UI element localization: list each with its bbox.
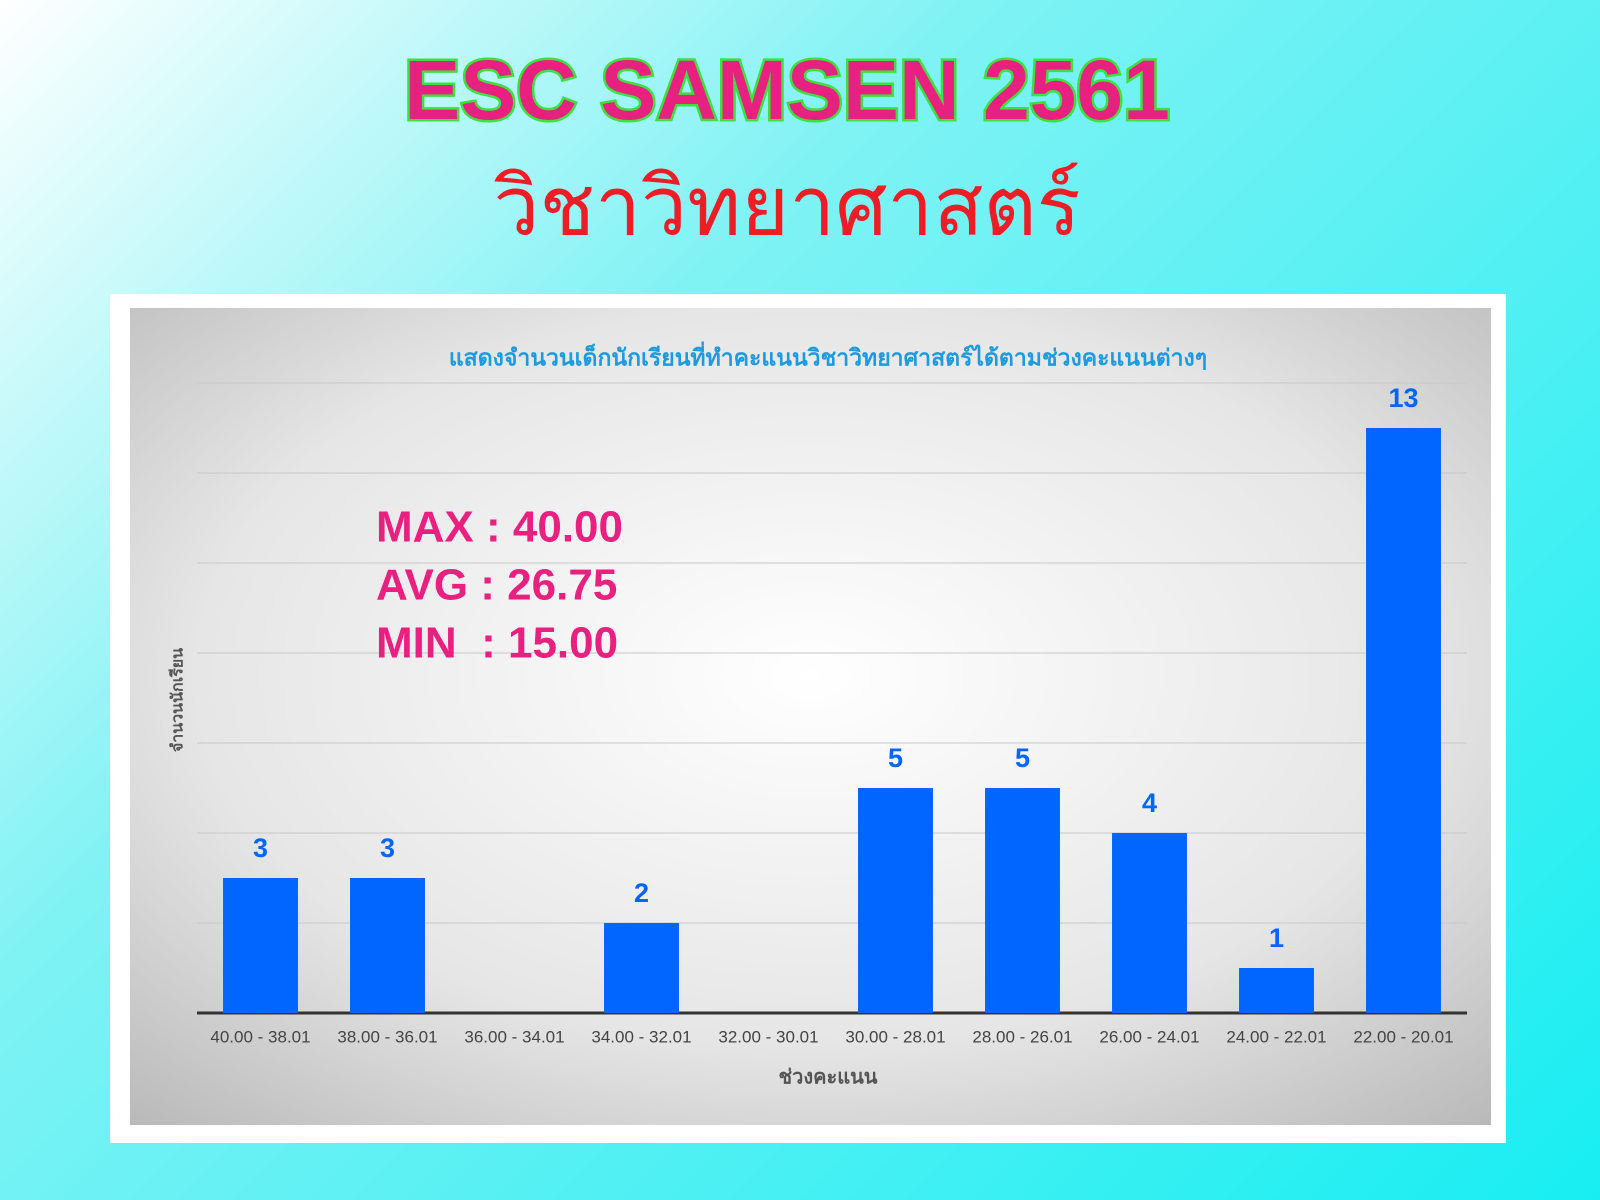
bar — [985, 788, 1060, 1013]
bar — [858, 788, 933, 1013]
bar — [1112, 833, 1187, 1013]
x-tick-label: 24.00 - 22.01 — [1226, 1027, 1326, 1046]
data-label: 5 — [1015, 743, 1030, 773]
data-label: 3 — [380, 833, 395, 863]
bar — [350, 878, 425, 1013]
annotation: AVG : 26.75 — [376, 561, 617, 610]
y-axis-label: จำนวนนักเรียน — [168, 648, 187, 752]
chart-title: แสดงจำนวนเด็กนักเรียนที่ทำคะแนนวิชาวิทยา… — [449, 341, 1207, 372]
x-tick-label: 38.00 - 36.01 — [337, 1027, 437, 1046]
data-label: 2 — [634, 878, 649, 908]
bar — [223, 878, 298, 1013]
data-label: 13 — [1388, 383, 1418, 413]
slide-title: ESC SAMSEN 2561 — [404, 43, 1170, 137]
x-axis-label: ช่วงคะแนน — [779, 1065, 878, 1089]
slide-subtitle: วิชาวิทยาศาสตร์ — [493, 160, 1080, 255]
x-tick-label: 32.00 - 30.01 — [718, 1027, 818, 1046]
x-tick-label: 40.00 - 38.01 — [210, 1027, 310, 1046]
x-tick-label: 28.00 - 26.01 — [972, 1027, 1072, 1046]
bar — [604, 923, 679, 1013]
bar — [1239, 968, 1314, 1013]
x-tick-label: 34.00 - 32.01 — [591, 1027, 691, 1046]
x-tick-label: 30.00 - 28.01 — [845, 1027, 945, 1046]
x-tick-label: 26.00 - 24.01 — [1099, 1027, 1199, 1046]
data-label: 1 — [1269, 923, 1284, 953]
x-tick-label: 36.00 - 34.01 — [464, 1027, 564, 1046]
data-label: 3 — [253, 833, 268, 863]
x-tick-label: 22.00 - 20.01 — [1353, 1027, 1453, 1046]
data-label: 5 — [888, 743, 903, 773]
annotation: MIN : 15.00 — [376, 619, 618, 668]
bar — [1366, 428, 1441, 1013]
annotation: MAX : 40.00 — [376, 503, 623, 552]
data-label: 4 — [1142, 788, 1157, 818]
